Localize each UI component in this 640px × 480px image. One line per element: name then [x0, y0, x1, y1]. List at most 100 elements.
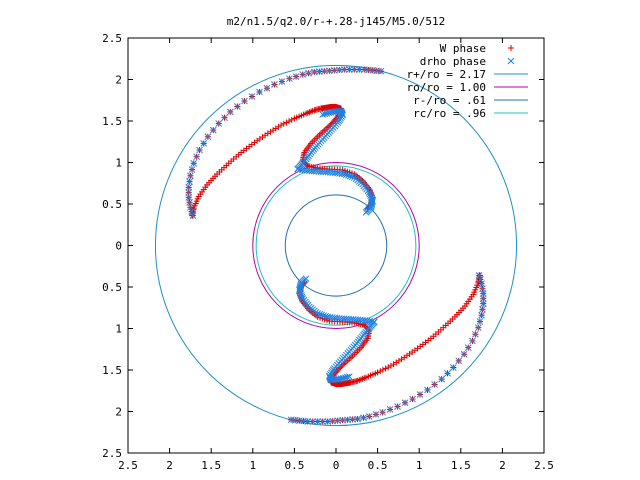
- legend-label: drho phase: [420, 55, 486, 68]
- y-tick-label: 1.5: [102, 364, 122, 377]
- x-tick-labels: 2.5 2 1.5 1 0.5 0 0.5 1 1.5 2 2.5: [118, 38, 554, 472]
- cross-marker: [314, 418, 322, 425]
- x-tick-label: 1: [249, 459, 256, 472]
- cross-marker: [320, 312, 328, 319]
- cross-marker: [189, 212, 197, 219]
- x-tick-label: 1: [416, 459, 423, 472]
- circle-3: [284, 194, 388, 297]
- cross-marker: [329, 108, 337, 116]
- cross-marker: [271, 81, 278, 88]
- y-tick-label: 0: [115, 240, 122, 253]
- cross-marker: [344, 416, 352, 424]
- cross-marker: [379, 408, 386, 416]
- cross-marker: [188, 166, 196, 173]
- cross-marker: [460, 350, 468, 358]
- circle-4: [255, 165, 417, 326]
- cross-marker: [316, 68, 323, 75]
- circle-1: [154, 64, 518, 427]
- y-tick-label: 2.5: [102, 447, 122, 460]
- cross-marker: [365, 413, 373, 420]
- cross-marker: [298, 293, 306, 301]
- cross-marker: [256, 88, 263, 96]
- cross-marker: [424, 386, 431, 394]
- cross-marker: [476, 276, 484, 283]
- cross-marker: [330, 67, 338, 74]
- cross-marker: [345, 66, 353, 73]
- cross-marker: [350, 66, 358, 73]
- cross-marker: [365, 189, 373, 196]
- cross-marker: [464, 344, 472, 351]
- series-w-phase: [185, 66, 487, 425]
- cross-marker: [449, 364, 457, 371]
- cross-marker: [221, 114, 228, 122]
- cross-marker: [476, 318, 484, 325]
- cross-marker: [187, 172, 194, 180]
- x-tick-label: 2.5: [118, 459, 138, 472]
- cross-marker: [386, 406, 394, 413]
- cross-marker: [345, 373, 353, 380]
- cross-marker: [278, 78, 286, 85]
- cross-marker: [344, 172, 352, 179]
- cross-marker: [337, 375, 345, 382]
- cross-marker: [187, 203, 194, 211]
- cross-marker: [190, 159, 198, 167]
- cross-marker: [346, 172, 354, 180]
- cross-marker: [196, 146, 203, 154]
- cross-marker: [215, 120, 223, 127]
- cross-marker: [186, 178, 193, 185]
- cross-marker: [479, 306, 486, 313]
- cross-marker: [234, 103, 241, 110]
- cross-marker: [438, 375, 446, 383]
- cross-marker: [324, 313, 332, 321]
- cross-marker: [241, 97, 248, 105]
- legend-label: ro/ro = 1.00: [407, 81, 486, 94]
- cross-marker: [507, 57, 515, 65]
- cross-marker: [478, 311, 485, 319]
- cross-marker: [367, 192, 374, 200]
- y-tick-label: 2: [115, 406, 122, 419]
- legend-label: r+/ro = 2.17: [407, 68, 486, 81]
- cross-marker: [263, 84, 271, 92]
- cross-marker: [339, 416, 347, 424]
- cross-marker: [318, 311, 326, 319]
- cross-marker: [343, 373, 351, 381]
- legend-label: r-/ro = .61: [413, 94, 486, 107]
- series-drho-phase: [185, 66, 487, 425]
- cross-marker: [311, 68, 318, 76]
- cross-marker: [360, 414, 367, 422]
- cross-marker: [444, 369, 451, 377]
- circle-2: [252, 162, 420, 329]
- cross-marker: [354, 415, 361, 423]
- y-tick-label: 2: [115, 74, 122, 87]
- y-tick-label: 1.5: [102, 115, 122, 128]
- cross-marker: [394, 403, 401, 410]
- y-tick-label: 1: [115, 157, 122, 170]
- cross-marker: [355, 66, 363, 73]
- cross-marker: [248, 93, 256, 100]
- cross-marker: [320, 67, 328, 75]
- cross-marker: [193, 153, 200, 161]
- cross-marker: [372, 411, 380, 418]
- cross-marker: [335, 66, 343, 74]
- x-tick-label: 2: [166, 459, 173, 472]
- cross-marker: [298, 291, 305, 299]
- legend-label: rc/ro = .96: [413, 107, 486, 120]
- cross-marker: [188, 208, 196, 215]
- cross-marker: [472, 330, 479, 338]
- cross-marker: [360, 66, 368, 73]
- cross-marker: [475, 272, 483, 279]
- cross-marker: [479, 295, 487, 302]
- cross-marker: [209, 126, 217, 134]
- cross-marker: [309, 418, 317, 425]
- x-tick-label: 0.5: [368, 459, 388, 472]
- cross-marker: [366, 190, 374, 198]
- cross-marker: [327, 109, 335, 116]
- cross-marker: [362, 208, 370, 216]
- cross-marker: [416, 391, 424, 398]
- cross-marker: [185, 184, 193, 191]
- phase-points: [185, 66, 487, 425]
- cross-marker: [401, 399, 409, 407]
- cross-marker: [342, 171, 350, 179]
